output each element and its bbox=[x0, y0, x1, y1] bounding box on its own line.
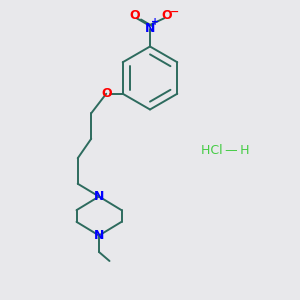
Text: N: N bbox=[145, 22, 155, 35]
Text: HCl — H: HCl — H bbox=[201, 143, 249, 157]
Text: O: O bbox=[129, 9, 140, 22]
Text: N: N bbox=[94, 229, 104, 242]
Text: O: O bbox=[101, 87, 112, 100]
Text: +: + bbox=[151, 17, 160, 27]
Text: N: N bbox=[94, 190, 104, 203]
Text: −: − bbox=[170, 7, 180, 17]
Text: O: O bbox=[161, 9, 172, 22]
